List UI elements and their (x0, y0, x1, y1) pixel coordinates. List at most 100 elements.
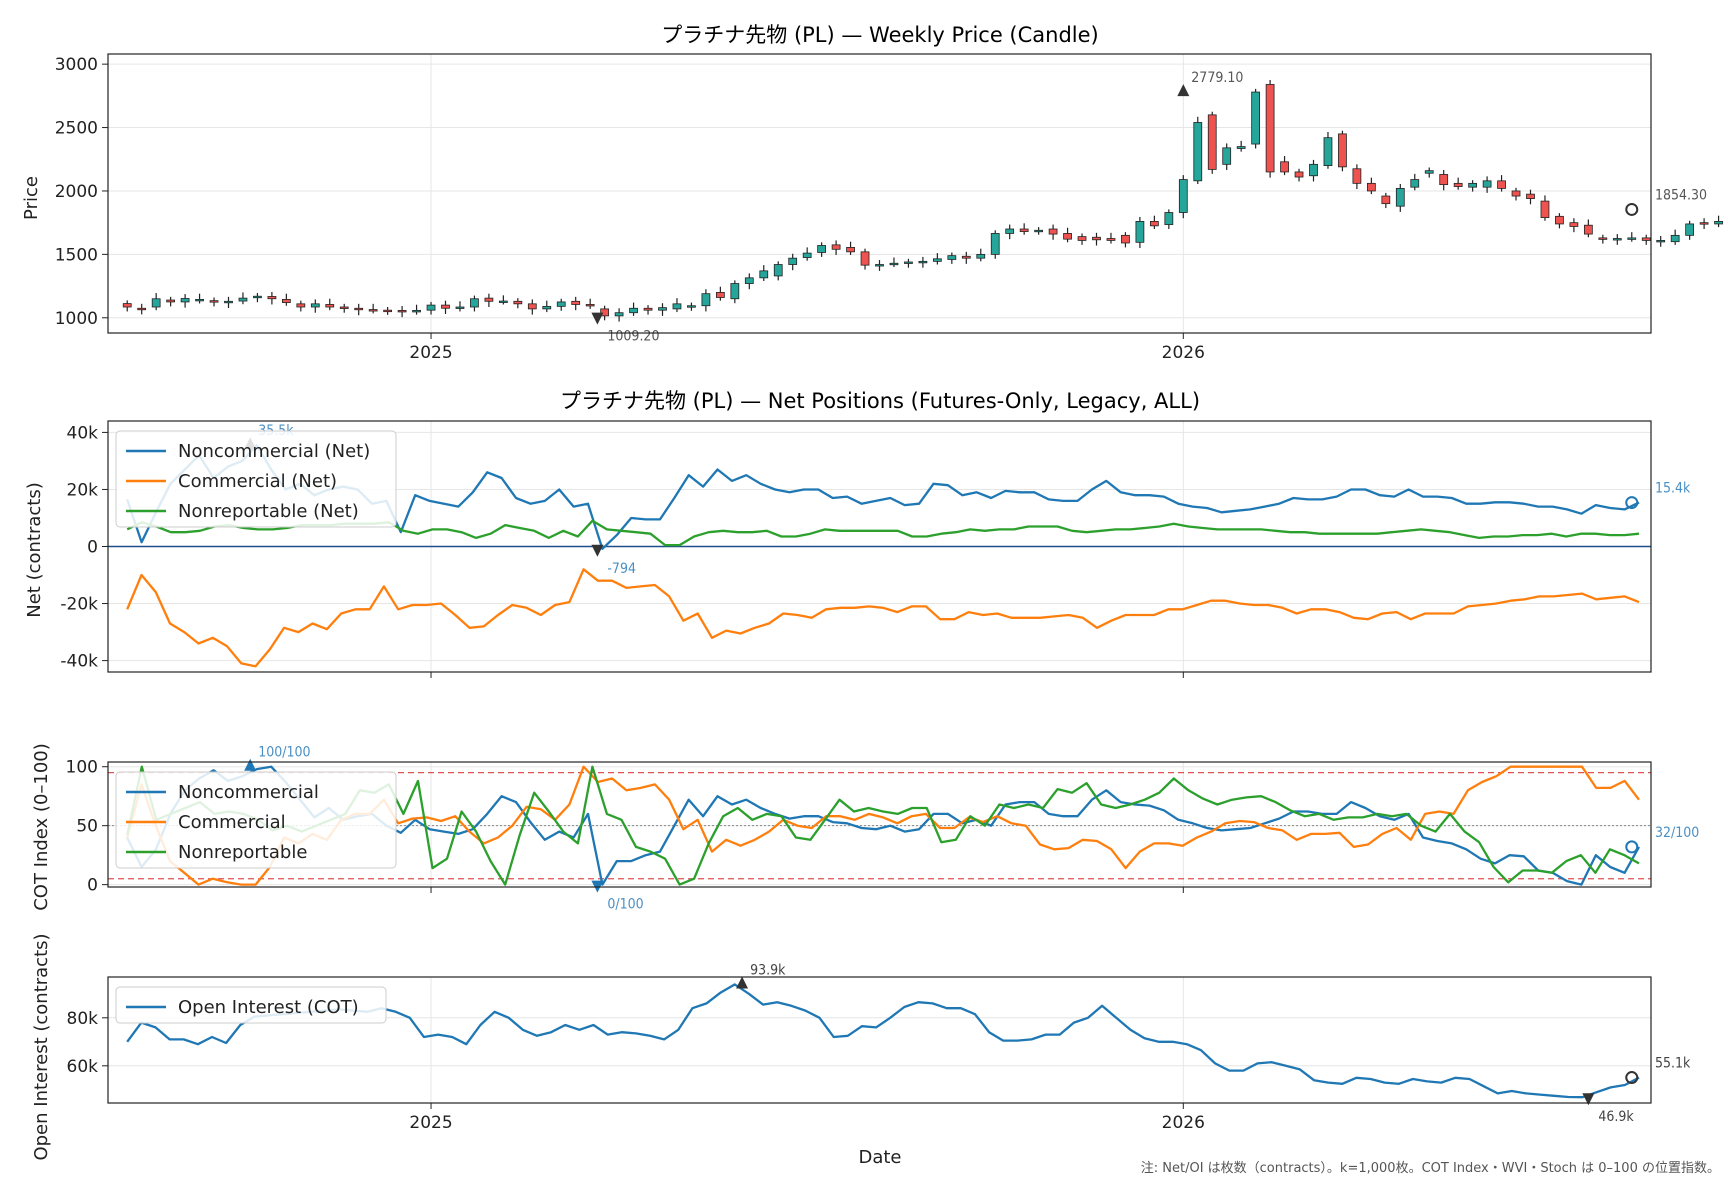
candle-up (629, 307, 638, 314)
y-tick-label: -20k (60, 595, 98, 615)
candle-up (253, 295, 262, 299)
candle-down (325, 304, 335, 308)
candle-up (672, 303, 682, 310)
candle-up (1193, 122, 1203, 182)
candle-up (658, 307, 667, 311)
last-marker (1625, 1071, 1639, 1085)
legend-label: Nonreportable (Net) (178, 501, 359, 522)
x-tick-label: 2025 (409, 343, 452, 363)
max-label: 2779.10 (1191, 70, 1243, 86)
candle-up (1612, 238, 1622, 241)
plot-frame (107, 53, 1652, 334)
plot-layers: 2025 202610001500200025003000-40k-20k020k… (55, 53, 1723, 1133)
candle-up (1034, 229, 1044, 233)
max-marker (1177, 84, 1190, 97)
legend-label: Noncommercial (Net) (178, 441, 370, 462)
candle-down (383, 309, 393, 313)
candle-down (643, 307, 653, 311)
candle-down (122, 303, 132, 308)
y-tick-label: 0 (87, 876, 98, 896)
candle-up (1251, 91, 1261, 145)
candle-down (1526, 193, 1535, 199)
legend-label: Commercial (Net) (178, 471, 337, 492)
candle-down (1063, 233, 1072, 240)
candle-up (1670, 234, 1680, 243)
candle-down (296, 303, 306, 308)
candle-up (224, 300, 233, 304)
candle-down (1699, 222, 1709, 225)
candle-up (947, 255, 957, 260)
y-tick-label: 50 (76, 817, 98, 837)
candle-down (860, 251, 870, 266)
candle-down (484, 297, 494, 302)
candle-up (1135, 220, 1145, 243)
legend-label: Commercial (178, 812, 286, 833)
candle-down (1207, 114, 1217, 170)
series-line-commercial-net (126, 568, 1640, 668)
candle-down (1265, 84, 1275, 173)
candle-up (455, 306, 465, 309)
y-tick-label: -40k (60, 652, 98, 672)
min-label: -794 (607, 561, 636, 577)
candle-up (875, 264, 884, 267)
legend-label: Nonreportable (178, 842, 307, 863)
candle-up (1005, 228, 1015, 234)
candle-up (759, 270, 769, 279)
min-marker (1582, 1093, 1595, 1106)
y-tick-label: 0 (87, 538, 98, 558)
candle-down (846, 246, 855, 253)
y-tick-label: 40k (67, 423, 99, 443)
x-tick-label: 2026 (1162, 1113, 1205, 1133)
y-tick-label: 60k (67, 1057, 99, 1077)
max-label: 93.9k (750, 962, 786, 978)
footnote: 注: Net/OI は枚数（contracts）。k=1,000枚。COT In… (1141, 1161, 1720, 1176)
candle-down (585, 304, 595, 307)
candle-down (527, 303, 537, 310)
candle-up (802, 252, 812, 258)
candle-up (1309, 163, 1318, 177)
candle-up (1627, 237, 1637, 240)
price-y-label: Price (21, 176, 42, 220)
candle-down (1366, 182, 1376, 192)
last-label: 32/100 (1655, 825, 1699, 841)
x-axis-label: Date (858, 1147, 901, 1168)
candle-up (1236, 146, 1246, 149)
last-label: 15.4k (1655, 481, 1691, 497)
candle-up (1714, 220, 1723, 225)
min-label: 46.9k (1598, 1109, 1634, 1125)
candle-down (1121, 234, 1130, 244)
candle-up (1468, 182, 1478, 188)
candle-down (267, 296, 277, 300)
price-chart-title: プラチナ先物 (PL) — Weekly Price (Candle) (661, 23, 1098, 47)
candle-down (1106, 238, 1116, 241)
candle-down (513, 300, 523, 305)
candle-up (976, 253, 986, 259)
candle-up (542, 305, 552, 310)
candle-down (1511, 190, 1521, 197)
candle-down (1294, 171, 1304, 178)
candle-down (209, 300, 219, 303)
last-marker (1625, 496, 1639, 510)
candle-down (1048, 228, 1058, 235)
min-marker (591, 544, 604, 557)
legend-box (115, 771, 397, 869)
candle-down (397, 310, 407, 313)
candle-down (1149, 220, 1159, 227)
candle-up (1685, 223, 1695, 236)
candle-down (1453, 182, 1463, 187)
legend-box (115, 430, 397, 528)
candle-up (1164, 212, 1174, 225)
candle-down (1092, 236, 1101, 241)
max-marker (244, 758, 257, 771)
candle-down (1280, 161, 1289, 173)
candle-down (831, 244, 841, 250)
last-label: 55.1k (1655, 1056, 1691, 1072)
y-tick-label: 20k (67, 480, 99, 500)
net-positions-title: プラチナ先物 (PL) — Net Positions (Futures-Onl… (560, 389, 1200, 413)
max-marker (736, 976, 749, 989)
candle-up (1178, 179, 1188, 213)
candle-up (701, 293, 711, 307)
y-tick-label: 3000 (55, 55, 98, 75)
candle-down (339, 306, 349, 309)
candle-up (1395, 188, 1405, 207)
